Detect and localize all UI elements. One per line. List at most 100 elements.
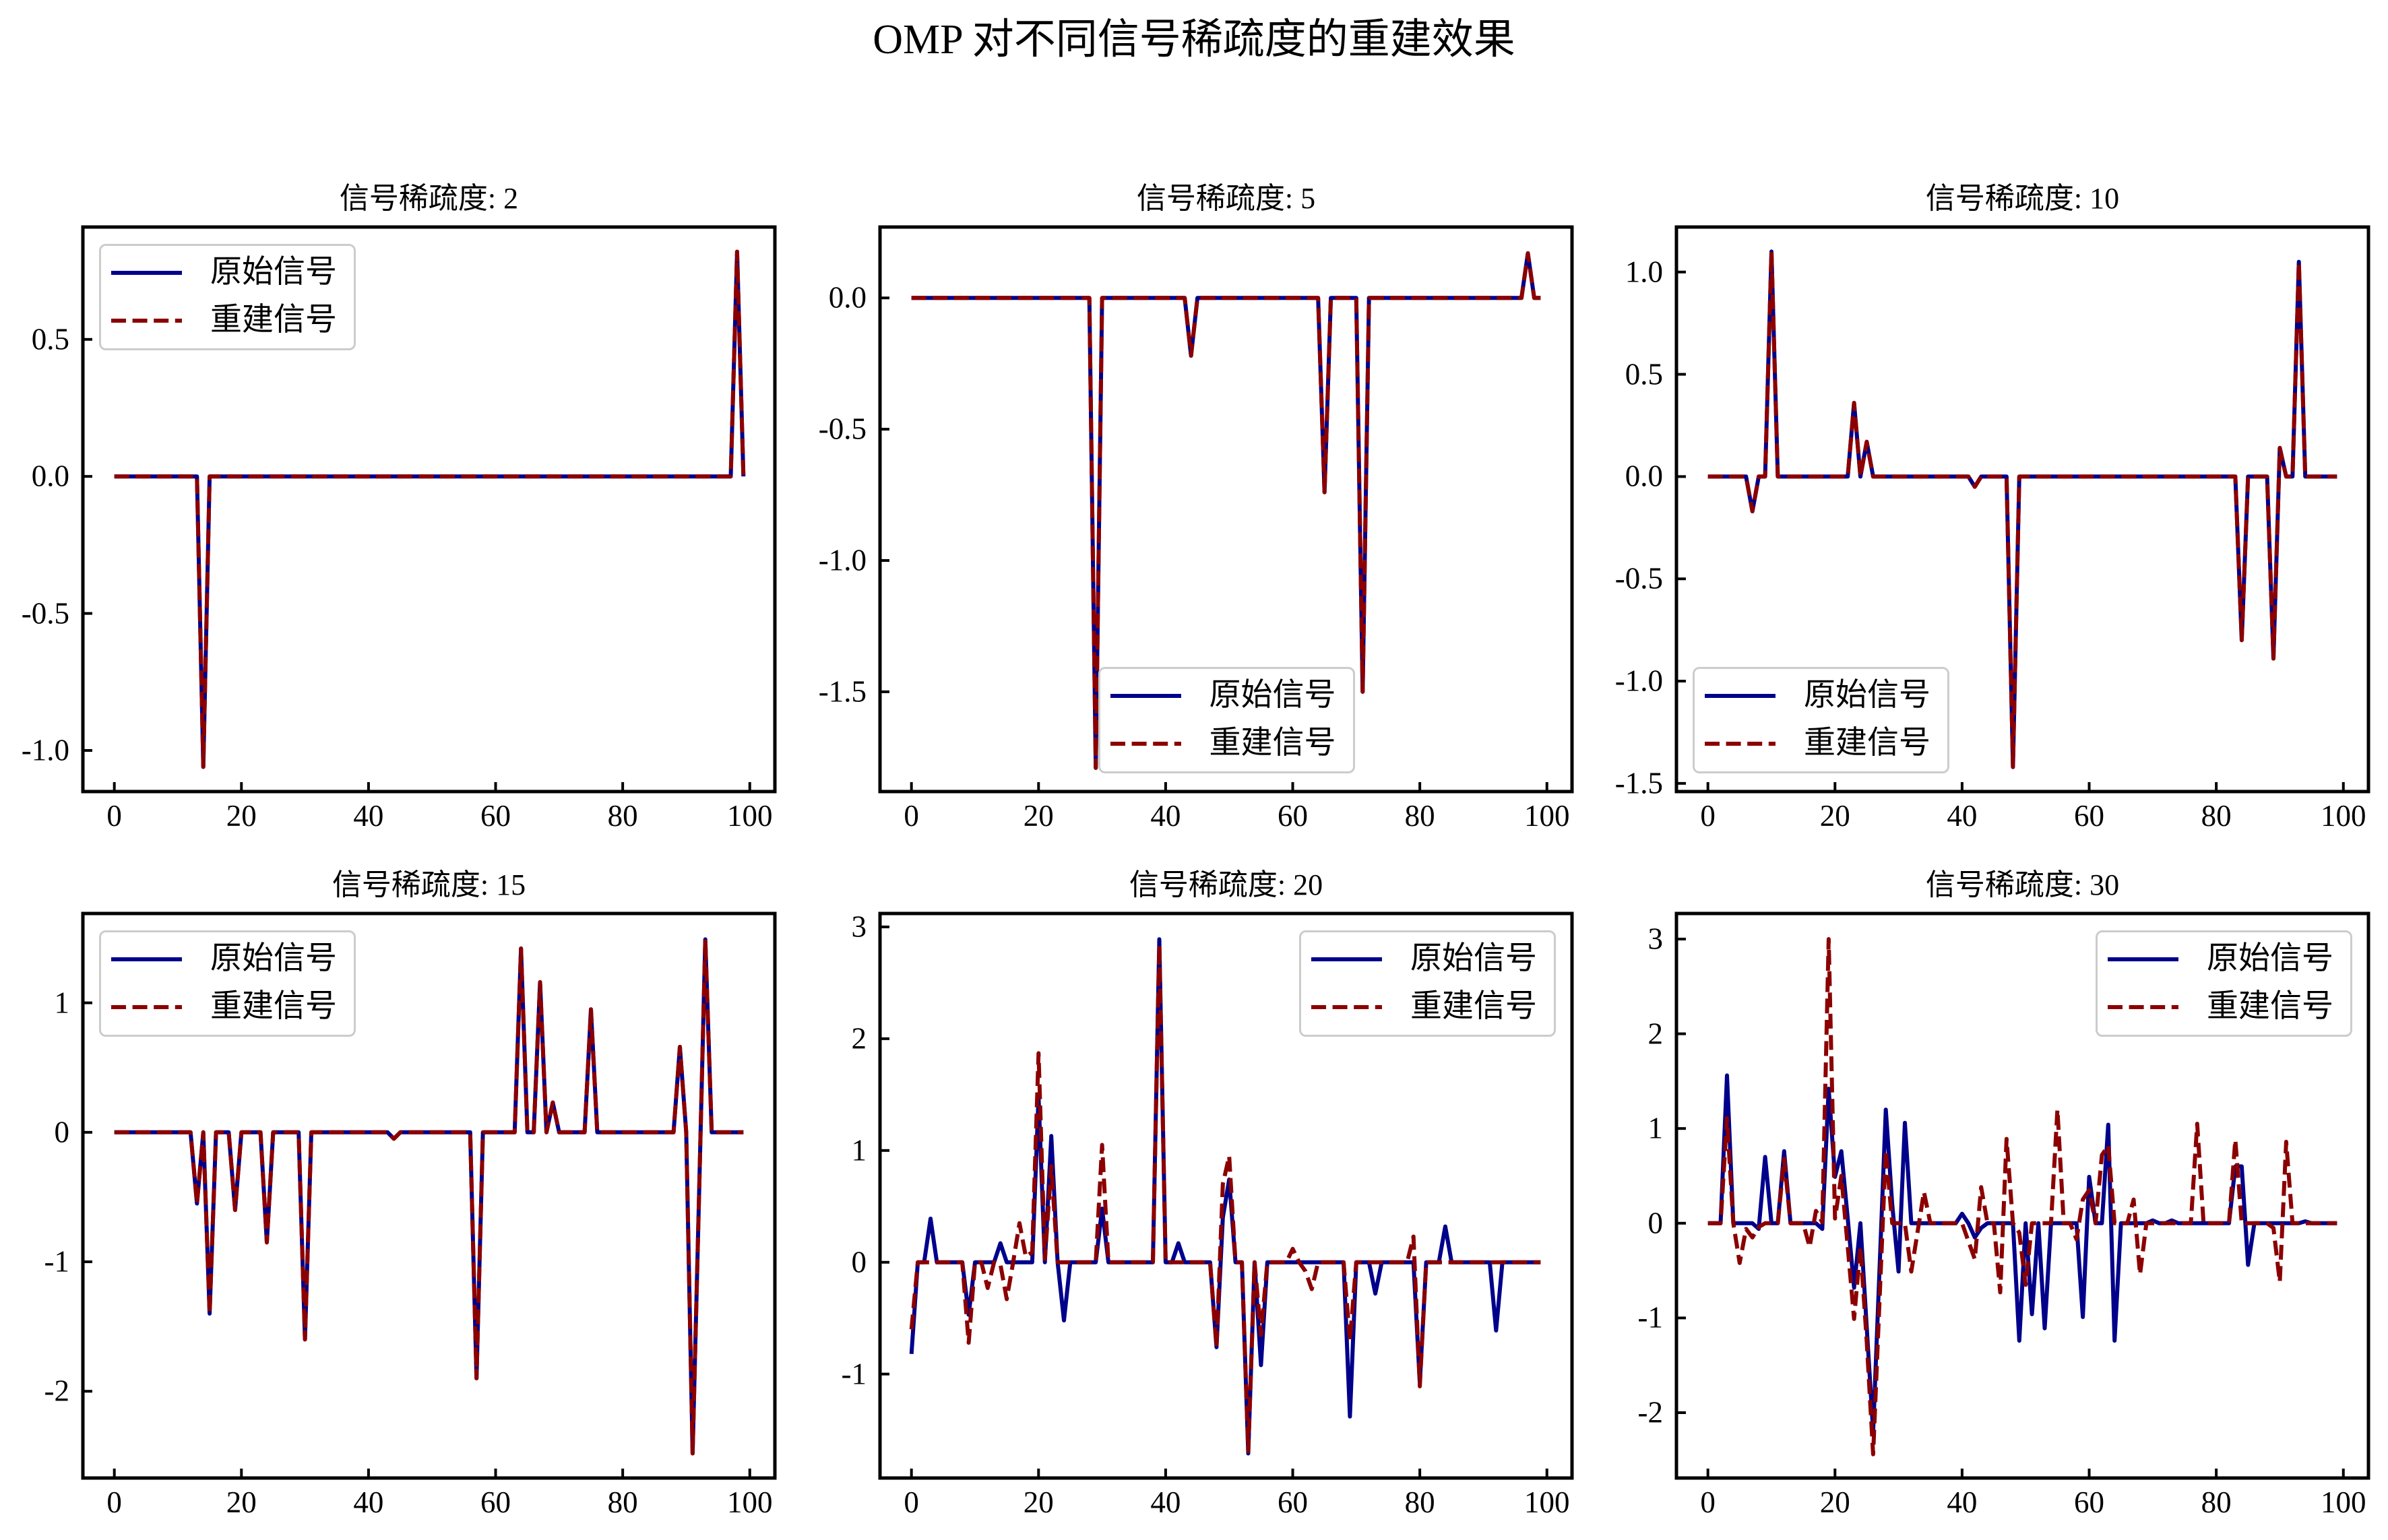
x-tick-label: 0 bbox=[1700, 1485, 1716, 1519]
solid-line-icon bbox=[1311, 957, 1382, 961]
y-tick-label: 3 bbox=[1647, 922, 1664, 956]
legend: 原始信号 重建信号 bbox=[1693, 667, 1949, 773]
x-tick-label: 100 bbox=[726, 1485, 773, 1519]
subplot-title: 信号稀疏度: 15 bbox=[332, 868, 526, 901]
x-tick-label: 0 bbox=[1700, 799, 1716, 833]
legend-label: 重建信号 bbox=[1804, 726, 1930, 761]
x-tick-label: 40 bbox=[1947, 799, 1978, 833]
legend-label: 原始信号 bbox=[1209, 678, 1336, 713]
axes-frame bbox=[81, 225, 777, 794]
x-tick-label: 80 bbox=[1404, 799, 1435, 833]
x-tick-label: 0 bbox=[106, 799, 122, 833]
legend-item-reconstructed: 重建信号 bbox=[101, 987, 354, 1027]
plot-area bbox=[81, 911, 777, 1480]
solid-line-icon bbox=[111, 271, 182, 275]
x-tick-label: 80 bbox=[1404, 1485, 1435, 1519]
y-tick-label: -0.5 bbox=[21, 596, 69, 631]
axes-frame bbox=[1674, 911, 2370, 1480]
legend-item-original: 原始信号 bbox=[101, 253, 354, 293]
reconstructed-signal-line bbox=[911, 251, 1541, 770]
x-tick-label: 80 bbox=[2201, 1485, 2232, 1519]
plot-area bbox=[1674, 911, 2370, 1480]
x-tick-label: 20 bbox=[226, 799, 257, 833]
y-tick-label: 2 bbox=[1647, 1017, 1664, 1051]
dashed-line-icon bbox=[1110, 742, 1181, 746]
x-tick-label: 20 bbox=[226, 1485, 257, 1519]
x-tick-label: 20 bbox=[1819, 1485, 1850, 1519]
legend-label: 重建信号 bbox=[2207, 989, 2333, 1024]
x-tick-label: 40 bbox=[353, 799, 384, 833]
x-tick-label: 0 bbox=[106, 1485, 122, 1519]
x-tick-label: 60 bbox=[2074, 1485, 2105, 1519]
y-tick-label: 0 bbox=[851, 1245, 867, 1279]
reconstructed-signal-line bbox=[114, 937, 744, 1456]
x-tick-label: 20 bbox=[1023, 799, 1054, 833]
subplot-title: 信号稀疏度: 30 bbox=[1925, 868, 2120, 901]
y-tick-label: 0.0 bbox=[828, 280, 867, 315]
y-tick-label: -1.0 bbox=[21, 733, 69, 767]
dashed-line-icon bbox=[111, 1005, 182, 1009]
x-tick-label: 40 bbox=[1947, 1485, 1978, 1519]
y-tick-label: 1 bbox=[1647, 1111, 1664, 1145]
x-tick-label: 0 bbox=[904, 1485, 919, 1519]
legend-item-reconstructed: 重建信号 bbox=[101, 300, 354, 341]
x-tick-label: 40 bbox=[1150, 799, 1181, 833]
x-tick-label: 40 bbox=[1150, 1485, 1181, 1519]
x-tick-label: 40 bbox=[353, 1485, 384, 1519]
legend-item-original: 原始信号 bbox=[1100, 676, 1353, 716]
x-tick-label: 80 bbox=[607, 1485, 638, 1519]
plot-area bbox=[878, 225, 1574, 794]
x-tick-label: 100 bbox=[2320, 799, 2366, 833]
subplot-sparsity-2: 信号稀疏度: 2 原始信号 重建信号 0 20 40 60 80 100 -1.0 -0.5 0… bbox=[22, 184, 777, 831]
y-tick-label: -1.5 bbox=[1614, 766, 1663, 800]
subplot-sparsity-20: 信号稀疏度: 20 原始信号 重建信号 0 20 40 60 80 100 -1 0 1 2 3 bbox=[842, 870, 1574, 1518]
legend-label: 重建信号 bbox=[1209, 726, 1336, 761]
x-tick-label: 60 bbox=[2074, 799, 2105, 833]
subplot-title: 信号稀疏度: 20 bbox=[1129, 868, 1323, 901]
legend-item-reconstructed: 重建信号 bbox=[2098, 987, 2350, 1027]
axes-frame bbox=[1674, 225, 2370, 794]
x-tick-label: 60 bbox=[1278, 799, 1309, 833]
y-tick-label: 0 bbox=[54, 1115, 70, 1149]
legend-label: 原始信号 bbox=[2207, 941, 2333, 976]
legend-item-original: 原始信号 bbox=[101, 939, 354, 980]
y-tick-label: -1 bbox=[841, 1357, 867, 1391]
y-tick-label: -1 bbox=[1637, 1300, 1664, 1335]
y-tick-label: -1.0 bbox=[1614, 664, 1663, 698]
reconstructed-signal-line bbox=[1707, 937, 2337, 1456]
legend-item-reconstructed: 重建信号 bbox=[1301, 987, 1554, 1027]
y-tick-label: 2 bbox=[851, 1021, 867, 1056]
legend: 原始信号 重建信号 bbox=[99, 930, 356, 1037]
legend-item-reconstructed: 重建信号 bbox=[1100, 724, 1353, 764]
reconstructed-signal-line bbox=[909, 942, 1541, 1454]
y-tick-label: -1.5 bbox=[818, 674, 867, 709]
y-tick-label: 1.0 bbox=[1625, 255, 1663, 289]
x-tick-label: 20 bbox=[1819, 799, 1850, 833]
subplot-title: 信号稀疏度: 10 bbox=[1925, 182, 2120, 215]
subplot-sparsity-5: 信号稀疏度: 5 原始信号 重建信号 0 20 40 60 80 100 -1.5 -1.0 -… bbox=[819, 184, 1574, 831]
y-tick-label: -2 bbox=[44, 1374, 70, 1408]
legend-label: 原始信号 bbox=[210, 255, 337, 290]
subplot-sparsity-30: 信号稀疏度: 30 原始信号 重建信号 0 20 40 60 80 100 -2 -1 0 1 2 3 bbox=[1638, 870, 2370, 1518]
dashed-line-icon bbox=[111, 319, 182, 323]
solid-line-icon bbox=[111, 957, 182, 961]
x-tick-label: 100 bbox=[726, 799, 773, 833]
legend-label: 重建信号 bbox=[210, 302, 337, 338]
x-tick-label: 100 bbox=[1523, 1485, 1570, 1519]
figure-title: OMP 对不同信号稀疏度的重建效果 bbox=[873, 17, 1515, 63]
y-tick-label: 0.5 bbox=[31, 322, 69, 356]
legend: 原始信号 重建信号 bbox=[2096, 930, 2352, 1037]
legend-label: 原始信号 bbox=[210, 941, 337, 976]
x-tick-label: 60 bbox=[1278, 1485, 1309, 1519]
legend-label: 重建信号 bbox=[210, 989, 337, 1024]
y-tick-label: -2 bbox=[1637, 1395, 1664, 1430]
legend-item-original: 原始信号 bbox=[1301, 939, 1554, 980]
plot-area bbox=[1674, 225, 2370, 794]
legend-label: 原始信号 bbox=[1804, 678, 1930, 713]
x-tick-label: 0 bbox=[904, 799, 919, 833]
reconstructed-signal-line bbox=[1707, 249, 2337, 769]
subplot-title: 信号稀疏度: 5 bbox=[1136, 182, 1316, 215]
y-tick-label: -0.5 bbox=[1614, 561, 1663, 596]
plot-area bbox=[81, 225, 777, 794]
plot-area bbox=[878, 911, 1574, 1480]
